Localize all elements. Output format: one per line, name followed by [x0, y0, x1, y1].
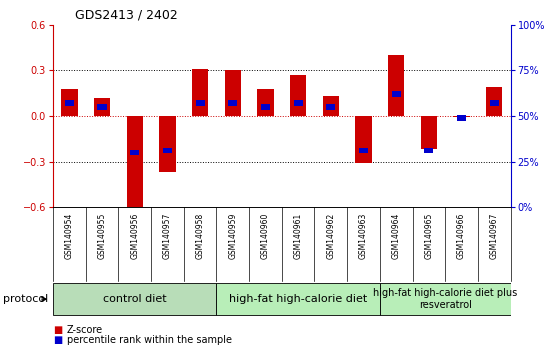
Bar	[294, 100, 302, 106]
Bar	[290, 75, 306, 116]
Bar	[323, 96, 339, 116]
Text: percentile rank within the sample: percentile rank within the sample	[67, 335, 232, 345]
Bar	[421, 116, 437, 149]
Bar	[195, 100, 205, 106]
Bar	[98, 104, 107, 110]
Bar	[53, 283, 217, 315]
Bar	[163, 148, 172, 154]
Bar	[457, 115, 466, 121]
Text: GSM140957: GSM140957	[163, 213, 172, 259]
Bar	[130, 149, 140, 155]
Bar	[388, 55, 405, 116]
Text: GSM140955: GSM140955	[98, 213, 107, 259]
Bar	[94, 98, 110, 116]
Text: ■: ■	[53, 335, 62, 345]
Text: GSM140963: GSM140963	[359, 213, 368, 259]
Text: high-fat high-calorie diet: high-fat high-calorie diet	[229, 294, 367, 304]
Bar	[217, 283, 380, 315]
Bar	[257, 88, 273, 116]
Bar	[127, 116, 143, 210]
Bar	[424, 148, 434, 154]
Bar	[453, 116, 470, 118]
Bar	[228, 100, 237, 106]
Bar	[359, 148, 368, 154]
Text: GSM140959: GSM140959	[228, 213, 237, 259]
Text: GSM140958: GSM140958	[196, 213, 205, 259]
Bar	[192, 69, 208, 116]
Bar	[61, 88, 78, 116]
Text: GDS2413 / 2402: GDS2413 / 2402	[75, 8, 178, 21]
Text: protocol: protocol	[3, 294, 48, 304]
Text: GSM140961: GSM140961	[294, 213, 302, 259]
Text: GSM140965: GSM140965	[425, 213, 434, 259]
Bar	[490, 100, 499, 106]
Text: Z-score: Z-score	[67, 325, 103, 335]
Bar	[355, 116, 372, 163]
Text: GSM140962: GSM140962	[326, 213, 335, 259]
Text: ■: ■	[53, 325, 62, 335]
Text: GSM140966: GSM140966	[457, 213, 466, 259]
Text: control diet: control diet	[103, 294, 166, 304]
Text: high-fat high-calorie diet plus
resveratrol: high-fat high-calorie diet plus resverat…	[373, 288, 517, 310]
Bar	[159, 116, 176, 172]
Text: GSM140967: GSM140967	[490, 213, 499, 259]
Bar	[326, 104, 335, 110]
Bar	[392, 91, 401, 97]
Bar	[261, 104, 270, 110]
Text: GSM140956: GSM140956	[130, 213, 139, 259]
Bar	[224, 70, 241, 116]
Bar	[486, 87, 502, 116]
Text: GSM140960: GSM140960	[261, 213, 270, 259]
Bar	[380, 283, 511, 315]
Bar	[65, 100, 74, 106]
Text: GSM140954: GSM140954	[65, 213, 74, 259]
Text: GSM140964: GSM140964	[392, 213, 401, 259]
